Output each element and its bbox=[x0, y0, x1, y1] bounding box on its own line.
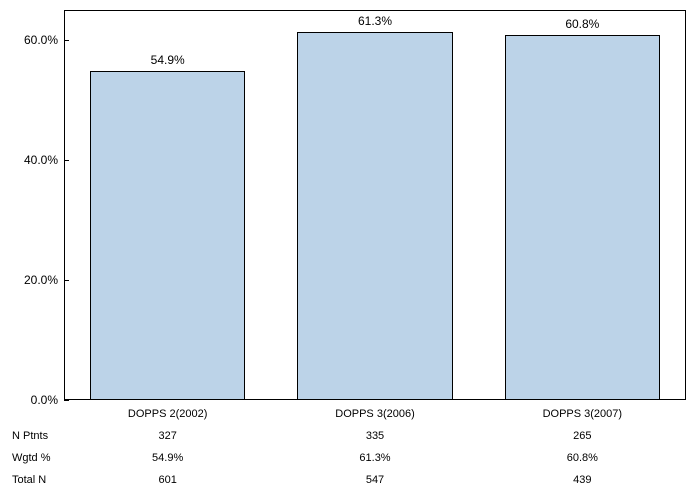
table-row-header: N Ptnts bbox=[12, 430, 48, 442]
table-cell: 61.3% bbox=[359, 452, 390, 464]
bar bbox=[90, 71, 246, 400]
y-tick-mark bbox=[64, 400, 69, 401]
y-tick-label: 0.0% bbox=[8, 393, 58, 407]
table-cell: 335 bbox=[366, 430, 384, 442]
category-label: DOPPS 3(2006) bbox=[335, 408, 414, 420]
table-cell: 265 bbox=[573, 430, 591, 442]
table-cell: 547 bbox=[366, 474, 384, 486]
table-cell: 439 bbox=[573, 474, 591, 486]
y-tick-mark bbox=[64, 160, 69, 161]
table-row-header: Total N bbox=[12, 474, 46, 486]
y-tick-label: 40.0% bbox=[8, 153, 58, 167]
table-row-header: Wgtd % bbox=[12, 452, 51, 464]
bar-value-label: 54.9% bbox=[151, 53, 185, 67]
bar-value-label: 61.3% bbox=[358, 14, 392, 28]
chart-container: 0.0% 20.0% 40.0% 60.0% 54.9% 61.3% 60.8% DOPPS … bbox=[0, 0, 700, 500]
bar bbox=[297, 32, 453, 400]
y-tick-mark bbox=[64, 280, 69, 281]
y-tick-label: 60.0% bbox=[8, 33, 58, 47]
table-cell: 601 bbox=[158, 474, 176, 486]
category-label: DOPPS 2(2002) bbox=[128, 408, 207, 420]
table-cell: 327 bbox=[158, 430, 176, 442]
table-cell: 54.9% bbox=[152, 452, 183, 464]
y-tick-mark bbox=[64, 40, 69, 41]
y-tick-label: 20.0% bbox=[8, 273, 58, 287]
bar-value-label: 60.8% bbox=[565, 17, 599, 31]
category-label: DOPPS 3(2007) bbox=[543, 408, 622, 420]
table-cell: 60.8% bbox=[567, 452, 598, 464]
bar bbox=[505, 35, 661, 400]
